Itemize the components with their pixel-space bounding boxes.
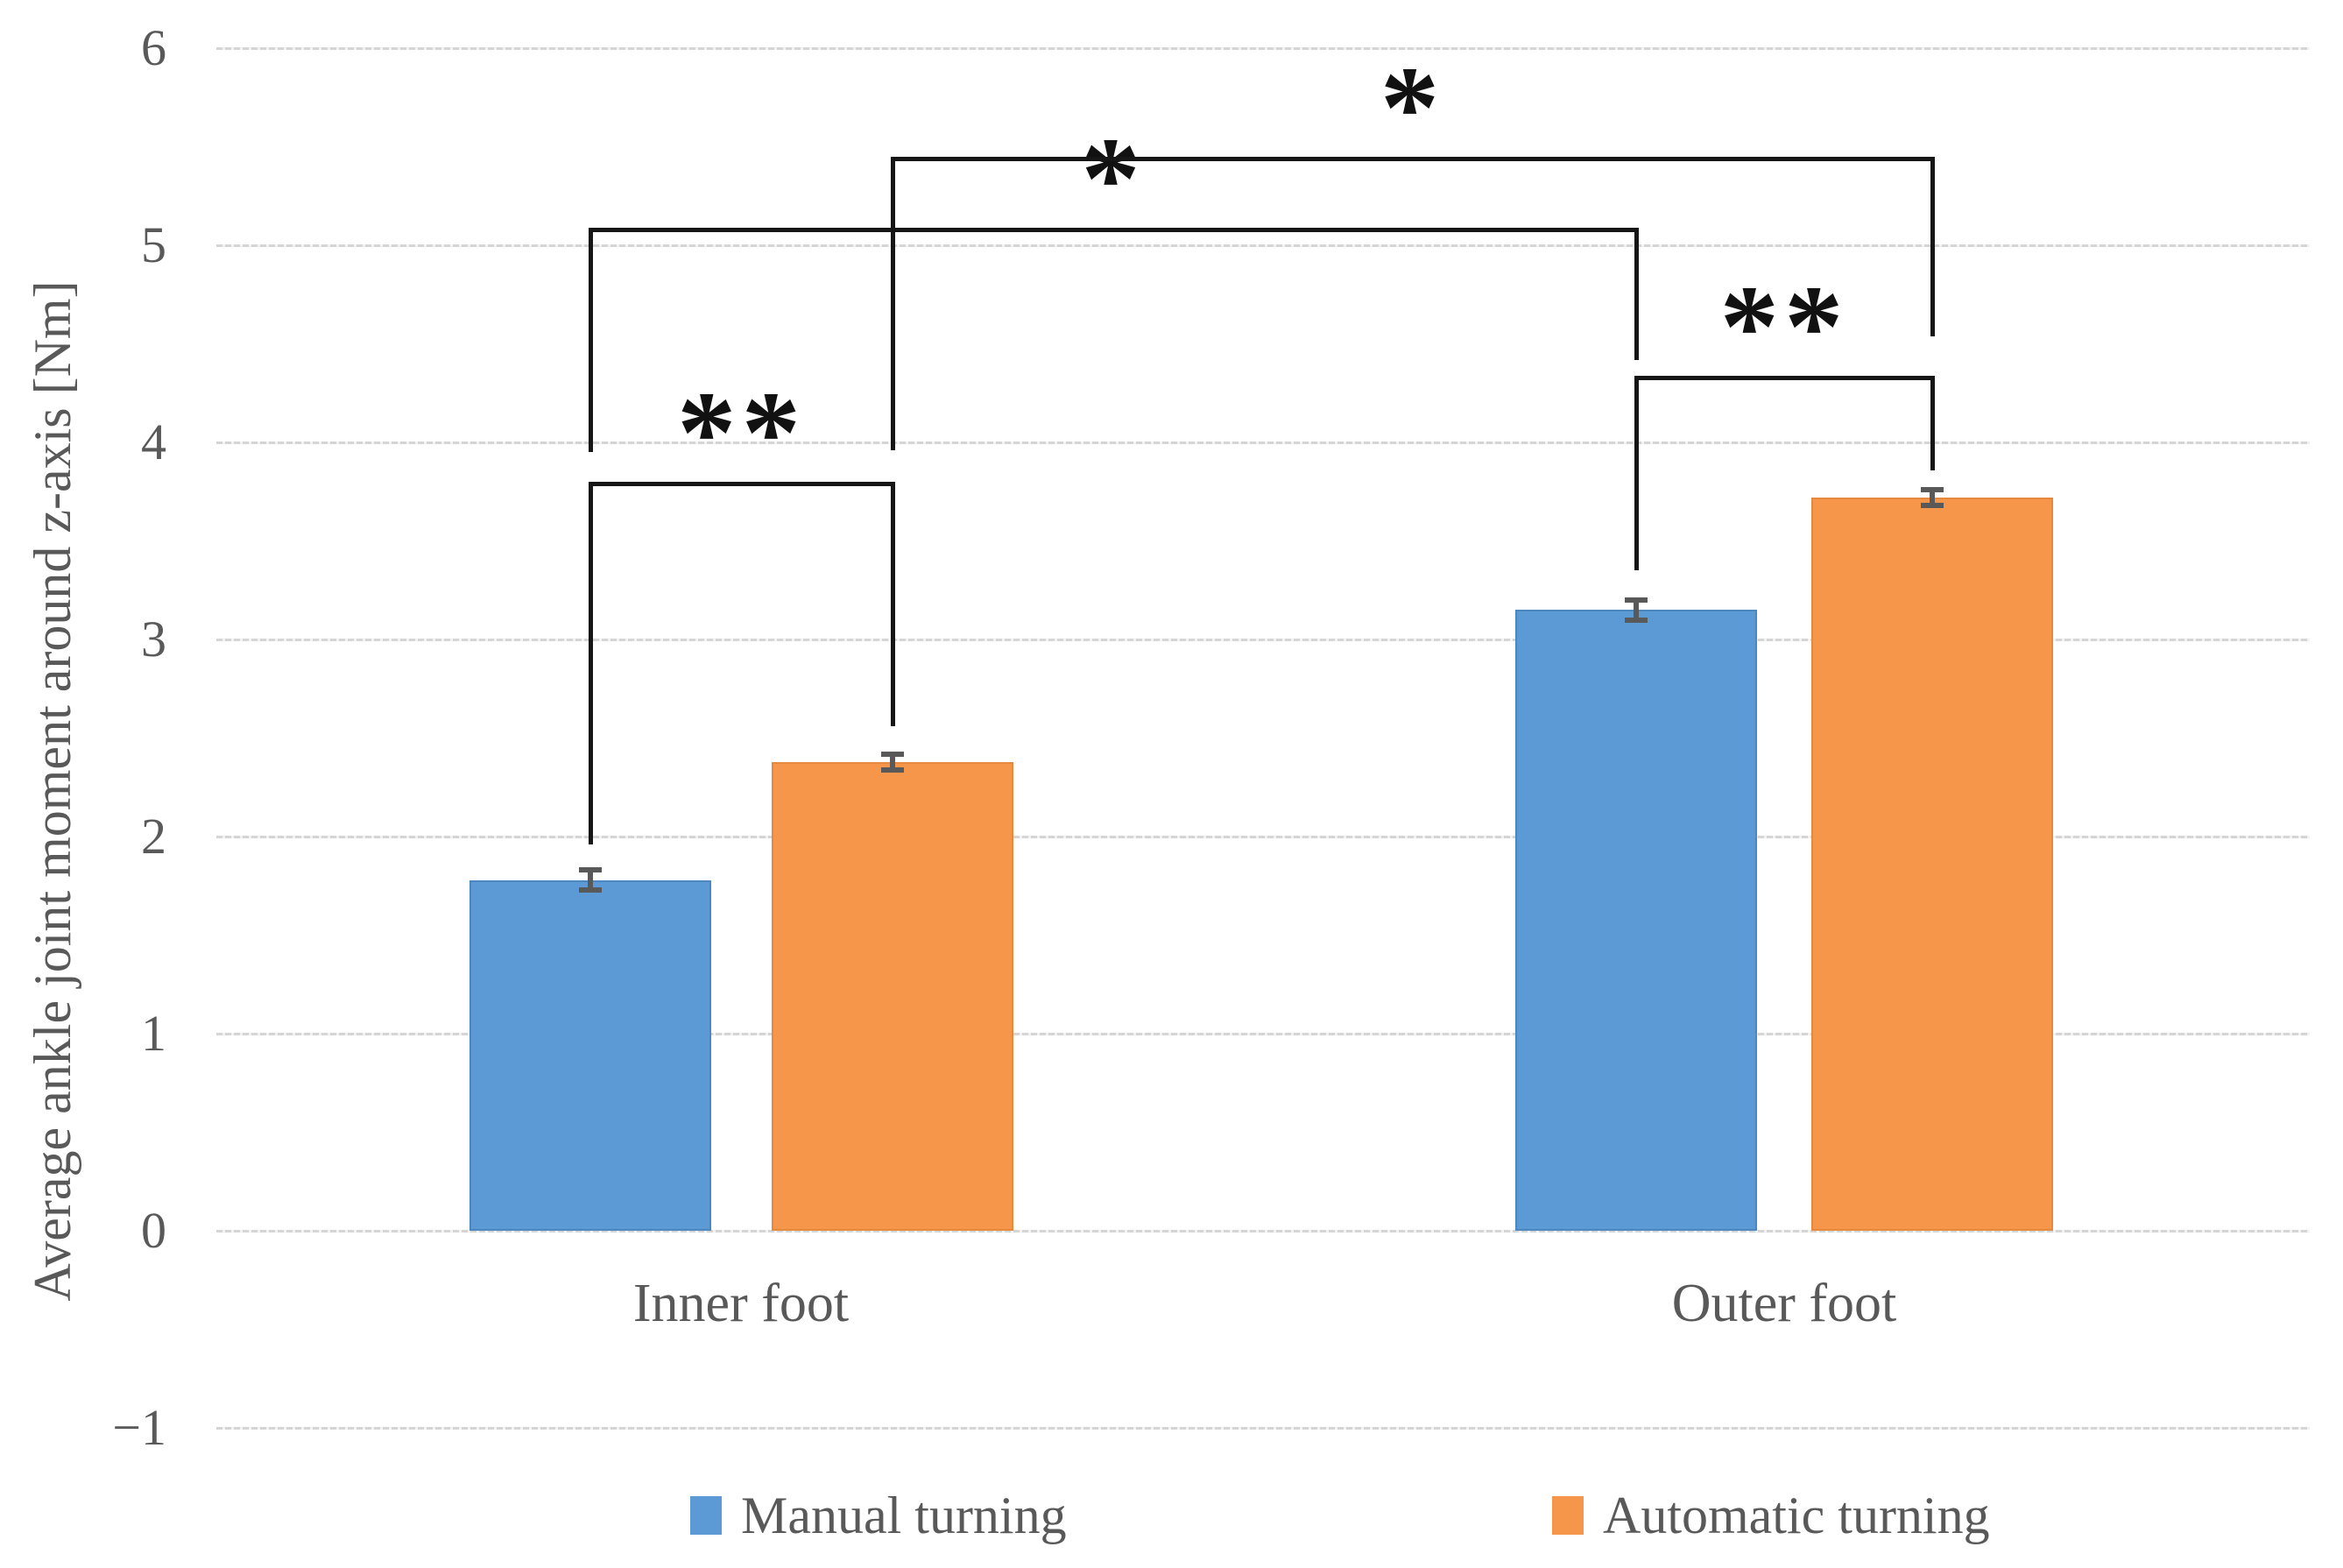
gridline [216, 1427, 2310, 1430]
error-bar-cap-bottom [881, 766, 904, 773]
error-bar-cap-top [1625, 597, 1648, 603]
error-bar-cap-top [579, 867, 602, 873]
legend-label-manual-turning: Manual turning [741, 1487, 1067, 1544]
gridline [216, 639, 2310, 641]
legend-item-automatic-turning: Automatic turning [1552, 1489, 1990, 1542]
gridline [216, 244, 2310, 247]
bar-outer-foot-manual-turning [1515, 610, 1757, 1231]
category-label-inner-foot: Inner foot [632, 1274, 850, 1333]
gridline [216, 47, 2310, 50]
bar-inner-foot-automatic-turning [772, 761, 1013, 1231]
y-tick-label: 6 [141, 19, 166, 76]
legend-label-automatic-turning: Automatic turning [1603, 1487, 1990, 1544]
significance-label: * [1380, 43, 1445, 173]
legend-item-manual-turning: Manual turning [690, 1489, 1067, 1542]
y-tick-label: 4 [141, 413, 166, 470]
error-bar-stem [1634, 600, 1639, 620]
significance-bracket-right-leg [891, 484, 895, 726]
bar-inner-foot-manual-turning [469, 879, 711, 1231]
significance-label: ** [677, 368, 806, 499]
significance-bracket-right-leg [1930, 159, 1935, 336]
significance-bracket-right-leg [1930, 377, 1935, 470]
y-tick-label: 1 [141, 1005, 166, 1062]
y-tick-label: 2 [141, 808, 166, 865]
gridline [216, 1033, 2310, 1035]
y-tick-label: −1 [112, 1399, 166, 1456]
error-bar-cap-bottom [579, 886, 602, 893]
significance-label: * [1081, 114, 1146, 244]
significance-bracket-bar [891, 157, 1935, 161]
y-tick-label: 3 [141, 611, 166, 667]
error-bar-stem [588, 870, 593, 890]
error-bar-cap-top [1921, 487, 1944, 492]
legend-swatch-manual-turning [690, 1496, 722, 1535]
error-bar-cap-bottom [1625, 617, 1648, 623]
significance-label: ** [1719, 261, 1849, 392]
significance-bracket-bar [589, 482, 895, 487]
category-label-outer-foot: Outer foot [1671, 1274, 1897, 1333]
gridline [216, 441, 2310, 444]
significance-bracket-bar [589, 228, 1639, 232]
error-bar-stem [1930, 490, 1935, 505]
gridline [216, 836, 2310, 838]
gridline [216, 1230, 2310, 1233]
y-tick-label: 0 [141, 1202, 166, 1259]
legend-swatch-automatic-turning [1552, 1496, 1584, 1535]
significance-bracket-left-leg [1634, 377, 1639, 571]
error-bar-cap-bottom [1921, 503, 1944, 508]
error-bar-stem [890, 753, 895, 770]
significance-bracket-bar [1634, 375, 1935, 380]
error-bar-cap-top [881, 751, 904, 757]
bar-outer-foot-automatic-turning [1811, 498, 2053, 1231]
significance-bracket-left-leg [891, 159, 895, 450]
significance-bracket-right-leg [1634, 230, 1639, 360]
significance-bracket-left-leg [589, 230, 593, 453]
y-tick-label: 5 [141, 216, 166, 273]
significance-bracket-left-leg [589, 484, 593, 844]
